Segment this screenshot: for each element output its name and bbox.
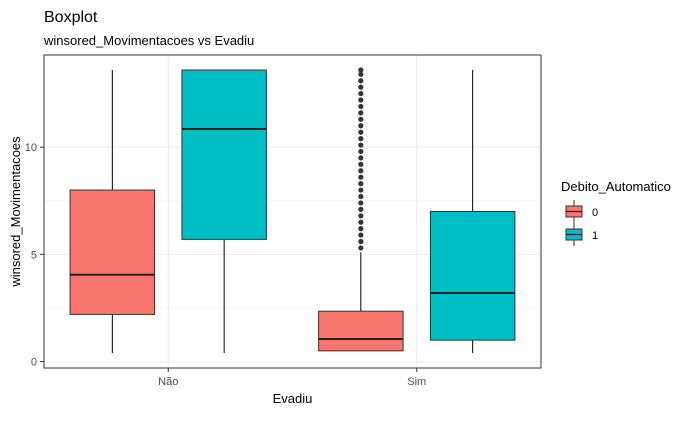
panel-border	[43, 54, 542, 369]
outlier-point	[358, 129, 364, 135]
outlier-point	[358, 78, 364, 84]
legend-title: Debito_Automatico	[561, 179, 671, 194]
x-tick-label: Não	[158, 376, 178, 388]
outlier-point	[358, 187, 364, 193]
outlier-point	[358, 213, 364, 219]
outlier-point	[358, 206, 364, 212]
box-1-Não	[181, 69, 267, 353]
legend-key-1	[565, 223, 583, 246]
outlier-point	[358, 71, 364, 77]
outlier-point	[358, 245, 364, 251]
chart-title: Boxplot	[44, 9, 98, 26]
box-body	[181, 69, 267, 240]
x-axis-title: Evadiu	[273, 391, 313, 406]
box-0-Não	[69, 70, 156, 353]
outlier-point	[358, 200, 364, 206]
chart-subtitle: winsored_Movimentacoes vs Evadiu	[43, 33, 254, 48]
box-body	[429, 211, 516, 341]
outlier-point	[358, 142, 364, 148]
outlier-point	[358, 193, 364, 200]
y-axis-title: winsored_Movimentacoes	[8, 136, 23, 288]
outlier-point	[358, 174, 364, 180]
y-tick-label: 0	[31, 357, 37, 369]
outlier-point	[358, 148, 364, 155]
outlier-point	[358, 168, 364, 174]
outlier-point	[358, 116, 364, 122]
box-1-Sim	[429, 70, 516, 353]
box-body	[69, 189, 156, 315]
outlier-point	[358, 181, 364, 187]
outlier-point	[358, 161, 364, 167]
outlier-point	[358, 238, 364, 245]
y-tick-label: 10	[25, 142, 37, 154]
y-tick-label: 5	[31, 249, 37, 261]
outlier-point	[358, 110, 364, 116]
legend-label-0: 0	[592, 207, 598, 219]
legend: Debito_Automatico 0 1	[561, 179, 671, 246]
outlier-point	[358, 226, 364, 232]
box-0-Sim	[318, 67, 404, 352]
outlier-point	[358, 84, 364, 90]
x-tick-label: Sim	[407, 376, 426, 388]
outlier-point	[358, 97, 364, 103]
legend-key-0	[565, 200, 583, 223]
outlier-point	[358, 67, 364, 73]
outlier-point	[358, 136, 364, 142]
outlier-point	[358, 103, 364, 110]
outlier-point	[358, 219, 364, 225]
outlier-point	[358, 123, 364, 129]
outlier-point	[358, 232, 364, 238]
axis-layer: 0 5 10 Não Sim	[25, 142, 426, 388]
plot-layer	[69, 67, 516, 353]
box-body	[318, 310, 404, 352]
outlier-point	[358, 155, 364, 161]
outlier-point	[358, 90, 364, 97]
legend-label-1: 1	[592, 230, 598, 242]
